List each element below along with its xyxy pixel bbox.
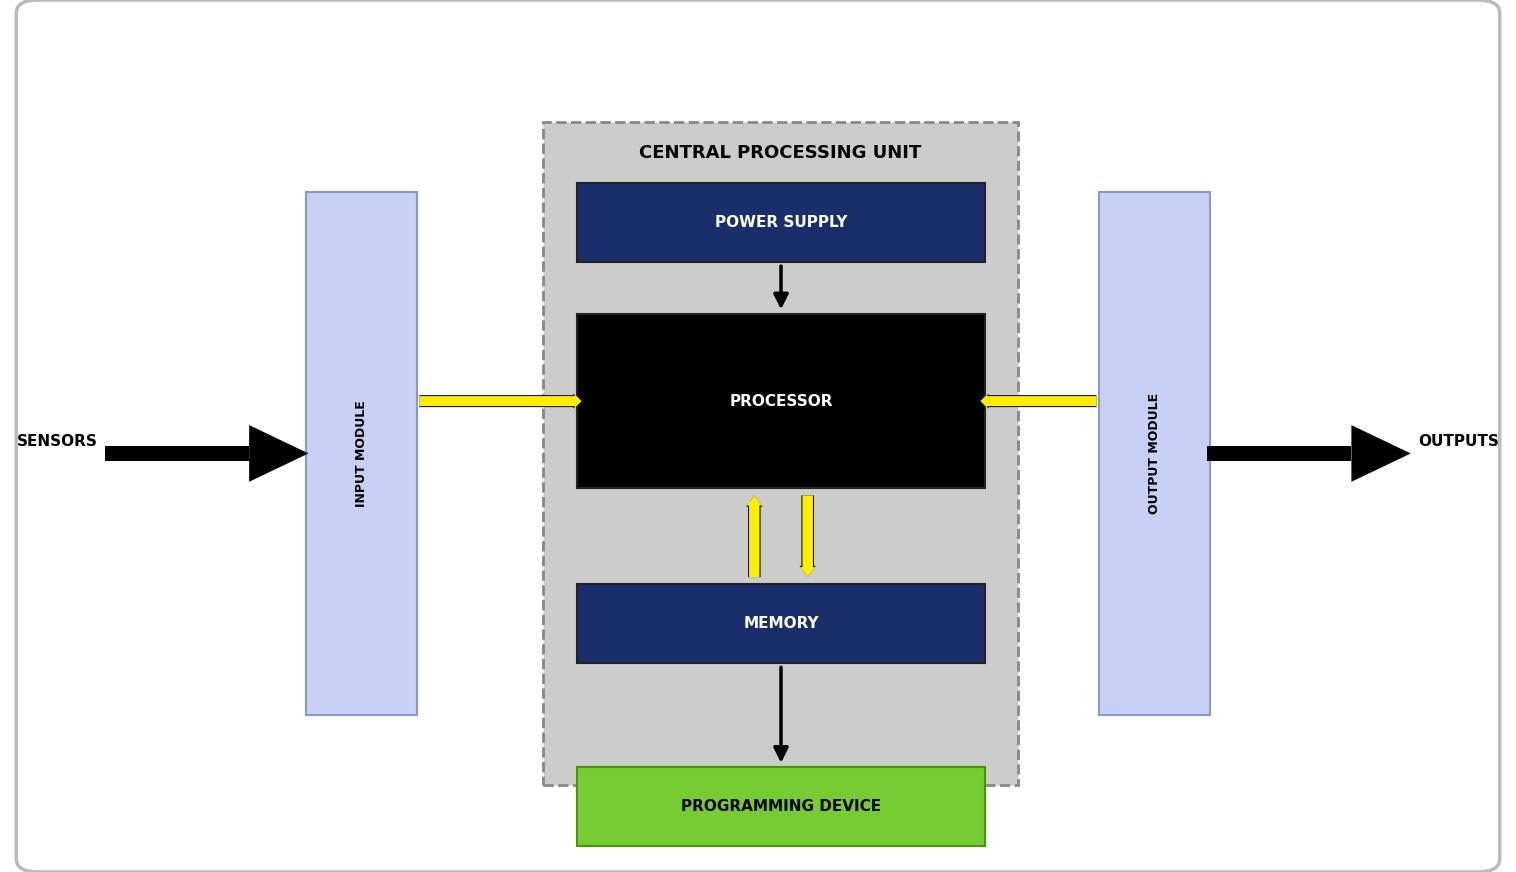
Text: SENSORS: SENSORS [17,434,99,449]
Text: OUTPUTS: OUTPUTS [1417,434,1499,449]
Bar [543,122,1017,785]
Polygon shape [249,426,308,481]
Text: OUTPUT MODULE: OUTPUT MODULE [1148,393,1161,514]
Bar [1208,446,1351,461]
Bar [105,446,249,461]
Bar [578,584,985,663]
Text: PROGRAMMING DEVICE: PROGRAMMING DEVICE [681,799,881,814]
Text: PROCESSOR: PROCESSOR [729,393,832,409]
Bar [578,767,985,846]
FancyBboxPatch shape [17,0,1499,872]
Bar [306,192,417,715]
Bar [578,183,985,262]
Bar [1099,192,1210,715]
Text: MEMORY: MEMORY [743,616,819,631]
Text: CENTRAL PROCESSING UNIT: CENTRAL PROCESSING UNIT [640,144,922,162]
Polygon shape [1351,426,1411,481]
Bar [578,314,985,488]
Text: POWER SUPPLY: POWER SUPPLY [716,215,847,230]
Text: INPUT MODULE: INPUT MODULE [355,400,368,507]
